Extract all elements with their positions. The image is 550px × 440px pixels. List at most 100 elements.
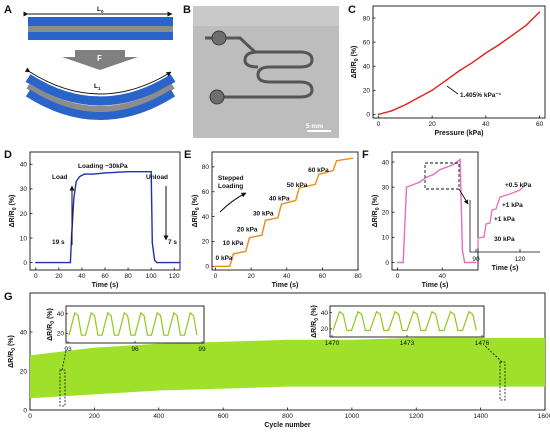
x-tick-label: 0 — [396, 273, 400, 280]
data-point — [463, 261, 466, 264]
data-point — [232, 253, 234, 255]
y-tick-label: 20 — [20, 211, 28, 218]
straight-bottom-layer — [28, 32, 173, 40]
data-point — [150, 171, 152, 173]
chart-c: 0 20 40 60 0 20 40 60 80 Pressure (kPa) ΔR/R0 (%) — [351, 5, 546, 137]
panel-label-a: A — [4, 4, 12, 16]
data-point — [336, 160, 338, 162]
x-axis-label: Pressure (kPa) — [434, 130, 483, 137]
data-point — [391, 110, 393, 112]
data-point — [396, 261, 399, 264]
inset-x-tick-label: 99 — [198, 346, 206, 353]
bent-middle-layer — [26, 83, 175, 112]
x-tick-label: 60 — [536, 121, 544, 128]
sensitivity-line — [378, 11, 541, 116]
force-arrow-icon — [62, 50, 138, 70]
step-label: 40 kPa — [269, 195, 290, 202]
inset-x-tick-label: 1473 — [400, 340, 415, 347]
y-tick-label: 0 — [23, 260, 27, 267]
inset-x-tick-label: 120 — [515, 256, 526, 263]
inset-frame — [65, 305, 205, 344]
step-labels: 0 kPa 10 kPa 20 kPa 30 kPa 40 kPa 50 kPa 60 kP… — [216, 167, 330, 262]
load-unload-curve — [35, 170, 180, 264]
plot-frame — [211, 151, 359, 271]
data-point — [318, 173, 320, 175]
inset-label-2: +1 kPa — [502, 202, 523, 209]
step-label: 20 kPa — [237, 226, 258, 233]
stepped-response-curve — [215, 157, 353, 267]
zoom-marker-1 — [59, 369, 66, 407]
data-point — [92, 173, 95, 175]
inset-y-tick-label: 20 — [321, 326, 329, 333]
force-label: F — [97, 54, 102, 63]
y-axis-label: ΔR/R0 (%) — [351, 46, 360, 79]
y-tick-label: 80 — [202, 164, 210, 171]
step-label: 0 kPa — [216, 255, 233, 262]
inset-cycling-curve — [68, 311, 198, 336]
data-point — [162, 262, 164, 264]
slope-annotation: 1.405% kPa⁻¹ — [460, 92, 501, 99]
x-tick-label: 600 — [218, 413, 229, 420]
x-tick-label: 200 — [89, 413, 100, 420]
step-label: 50 kPa — [287, 182, 308, 189]
x-tick-label: 60 — [319, 273, 327, 280]
inset-x-tick-label: 90 — [472, 256, 480, 263]
bent-top-layer — [25, 74, 176, 106]
x-tick-label: 80 — [354, 273, 362, 280]
data-point — [444, 80, 447, 82]
data-point — [404, 104, 406, 106]
zoom-marker-2 — [499, 361, 506, 401]
x-tick-label: 800 — [282, 413, 293, 420]
y-tick-label: 20 — [363, 88, 371, 95]
data-point — [461, 249, 463, 251]
data-point — [377, 113, 379, 115]
panel-label-e: E — [184, 149, 191, 161]
data-point — [298, 187, 300, 189]
inset-y-tick-label: 40 — [57, 311, 65, 318]
x-tick-label: 100 — [146, 273, 157, 280]
y-tick-label: 20 — [20, 368, 28, 375]
slope-pointer — [446, 85, 459, 95]
x-axis-label: Time (s) — [92, 282, 119, 289]
y-tick-label: 0 — [205, 264, 209, 271]
data-point — [525, 24, 527, 26]
y-tick-label: 40 — [363, 64, 371, 71]
plot-frame — [372, 5, 546, 119]
data-point — [419, 181, 421, 183]
length-label-l0: L0 — [97, 6, 104, 14]
data-point — [229, 265, 231, 267]
data-point — [539, 11, 541, 13]
y-tick-label: 60 — [202, 189, 210, 196]
inset-label-3: +1 kPa — [494, 216, 515, 223]
data-point — [458, 70, 460, 72]
scale-bar-label: 5 mm — [306, 123, 323, 130]
chart-e: 0 20 40 60 80 0 20 40 60 80 Time (s) ΔR/R0 (%) — [192, 151, 362, 289]
data-point — [179, 262, 181, 264]
data-point — [512, 34, 514, 36]
zoom-box — [424, 162, 460, 190]
data-point — [280, 203, 283, 205]
x-tick-label: 40 — [482, 121, 490, 128]
x-axis-label: Time (s) — [422, 282, 449, 289]
x-axis-label: Cycle number — [264, 422, 311, 429]
data-point — [498, 43, 500, 46]
y-tick-label: 30 — [382, 184, 390, 191]
length-arrow-l1 — [24, 67, 172, 95]
y-tick-label: 80 — [363, 15, 371, 22]
x-tick-label: 0 — [377, 121, 381, 128]
data-point — [432, 173, 434, 176]
inset-y-axis-label: ΔR/R0 (%) — [311, 305, 320, 338]
panel-d: D 0 20 40 60 80 100 120 0 10 20 30 40 Time (s) ΔR/R0 … — [4, 149, 181, 289]
panel-label-f: F — [362, 149, 369, 161]
inset-y-tick-label: 40 — [321, 310, 329, 317]
panel-e: E 0 20 40 60 80 0 20 40 60 80 Time (s) ΔR/R0 (%) St… — [184, 149, 362, 289]
data-point — [264, 219, 267, 221]
response-time-load: 19 s — [52, 239, 65, 246]
serpentine-turn — [243, 50, 259, 69]
y-axis-label: ΔR/R0 (%) — [8, 335, 17, 368]
photo-highlight — [193, 6, 339, 26]
data-point — [69, 262, 71, 264]
y-tick-label: 40 — [382, 159, 390, 166]
inset-cycling-curve — [332, 310, 477, 332]
